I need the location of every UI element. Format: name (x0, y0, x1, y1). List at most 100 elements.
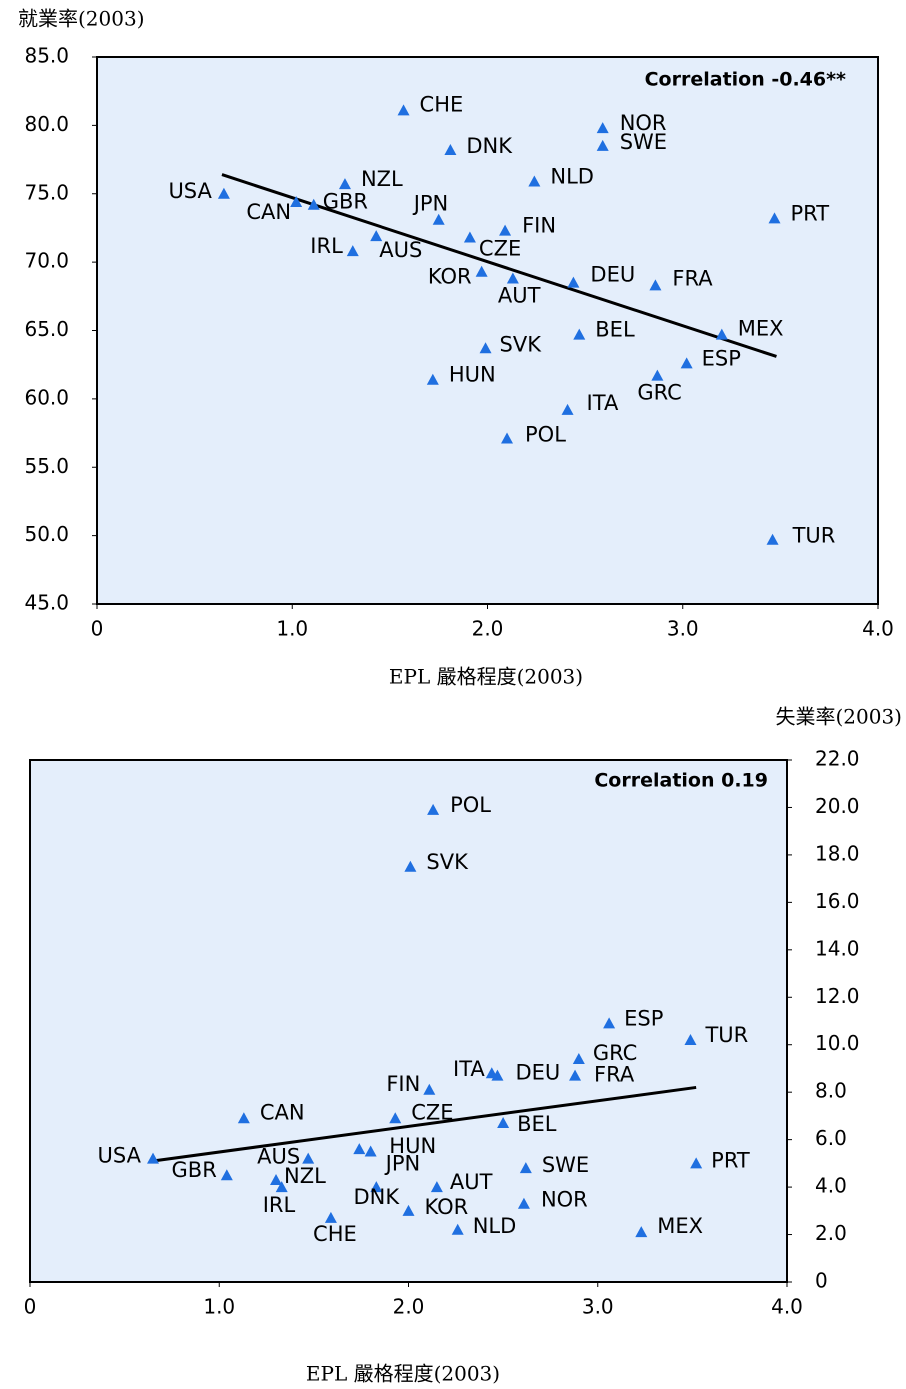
point-marker (370, 1181, 383, 1193)
point-marker (768, 212, 781, 224)
point-marker (635, 1226, 648, 1238)
x-axis-label: EPL 嚴格程度(2003) (389, 665, 583, 689)
point-label: GBR (323, 190, 368, 214)
point-label: NZL (361, 167, 403, 191)
point-label: DNK (466, 134, 513, 158)
point-marker (519, 1162, 532, 1174)
point-label: USA (168, 179, 212, 203)
point-marker (270, 1173, 283, 1185)
point-label: IRL (263, 1193, 296, 1217)
annotation: Correlation 0.19 (594, 770, 768, 792)
y-tick-label: 50.0 (24, 522, 69, 546)
point-label: IRL (310, 234, 343, 258)
point-marker (573, 328, 586, 340)
point-marker (451, 1223, 464, 1235)
y-tick-label: 6.0 (815, 1126, 847, 1150)
point-label: DNK (353, 1185, 400, 1209)
point-marker (290, 195, 303, 207)
x-tick-label: 0 (24, 1295, 37, 1319)
point-label: CAN (260, 1100, 305, 1124)
point-marker (680, 357, 693, 369)
point-label: TUR (792, 524, 836, 548)
point-marker (423, 1083, 436, 1095)
point-label: MEX (657, 1214, 703, 1238)
point-marker (220, 1169, 233, 1181)
point-marker (501, 432, 514, 444)
point-marker (217, 187, 230, 199)
x-tick-label: 3.0 (667, 617, 699, 641)
y-tick-label: 45.0 (24, 591, 69, 615)
point-label: HUN (389, 1134, 436, 1158)
y-tick-label: 2.0 (815, 1221, 847, 1245)
point-label: SWE (542, 1153, 589, 1177)
point-marker (766, 533, 779, 545)
point-label: FRA (594, 1063, 635, 1087)
point-marker (346, 245, 359, 257)
point-marker (596, 122, 609, 134)
point-label: POL (525, 423, 566, 447)
y-tick-label: 20.0 (815, 794, 860, 818)
point-marker (370, 230, 383, 242)
point-marker (432, 213, 445, 225)
point-label: NOR (541, 1188, 588, 1212)
point-label: PRT (791, 201, 830, 225)
point-label: KOR (425, 1195, 469, 1219)
plot-area (29, 759, 788, 1283)
point-label: USA (98, 1144, 142, 1168)
point-marker (463, 231, 476, 243)
point-marker (353, 1143, 366, 1155)
point-marker (237, 1112, 250, 1124)
x-tick-label: 0 (91, 617, 104, 641)
y-tick-label: 14.0 (815, 936, 860, 960)
point-label: JPN (412, 192, 449, 216)
point-label: NLD (550, 164, 594, 188)
annotation: Correlation -0.46** (645, 69, 846, 91)
point-label: HUN (449, 363, 496, 387)
point-marker (497, 1117, 510, 1129)
point-label: JPN (384, 1152, 421, 1176)
point-marker (572, 1052, 585, 1064)
point-marker (389, 1112, 402, 1124)
point-marker (364, 1145, 377, 1157)
point-label: ESP (702, 346, 741, 370)
point-marker (596, 139, 609, 151)
x-tick-label: 2.0 (393, 1295, 425, 1319)
y-axis-label: 失業率(2003) (775, 705, 902, 729)
point-marker (397, 104, 410, 116)
point-label: NOR (620, 111, 667, 135)
y-tick-label: 8.0 (815, 1079, 847, 1103)
point-marker (684, 1033, 697, 1045)
point-label: KOR (428, 265, 472, 289)
point-marker (506, 272, 519, 284)
y-tick-label: 85.0 (24, 44, 69, 68)
y-tick-label: 60.0 (24, 385, 69, 409)
x-tick-label: 4.0 (771, 1295, 803, 1319)
point-label: AUT (450, 1170, 493, 1194)
point-label: GBR (172, 1158, 217, 1182)
point-label: ITA (453, 1057, 485, 1081)
point-marker (651, 369, 664, 381)
point-label: FIN (386, 1072, 420, 1096)
y-tick-label: 65.0 (24, 317, 69, 341)
point-marker (479, 342, 492, 354)
point-marker (715, 328, 728, 340)
point-label: CZE (411, 1100, 453, 1124)
point-label: NLD (473, 1214, 517, 1238)
point-label: ITA (587, 391, 619, 415)
x-tick-label: 1.0 (203, 1295, 235, 1319)
point-marker (302, 1152, 315, 1164)
point-label: FIN (522, 214, 556, 238)
point-marker (426, 373, 439, 385)
y-tick-label: 10.0 (815, 1031, 860, 1055)
point-marker (485, 1067, 498, 1079)
point-marker (444, 143, 457, 155)
point-marker (603, 1017, 616, 1029)
point-label: FRA (672, 266, 713, 290)
x-axis-label: EPL 嚴格程度(2003) (306, 1362, 500, 1386)
point-label: MEX (738, 317, 784, 341)
y-tick-label: 70.0 (24, 249, 69, 273)
point-marker (402, 1204, 415, 1216)
point-label: BEL (595, 318, 635, 342)
point-label: CHE (420, 92, 464, 116)
